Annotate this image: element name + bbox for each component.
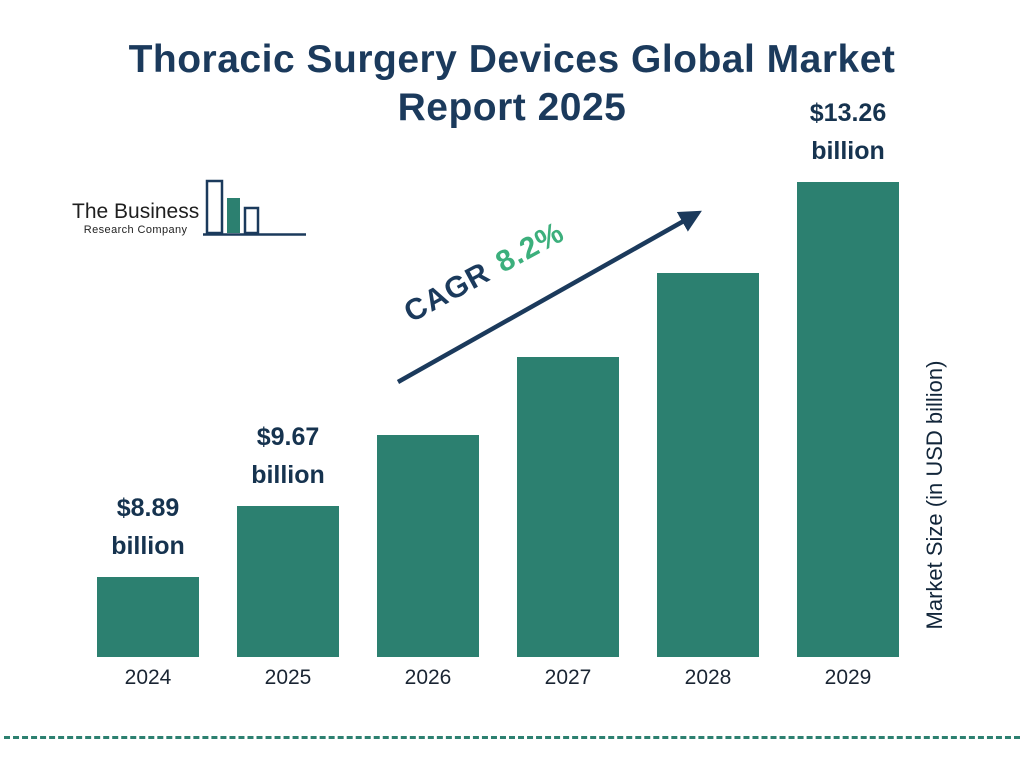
bar-2025: [237, 506, 339, 657]
bar-2029: [797, 182, 899, 657]
bar-column-2029: $13.26 billion 2029: [778, 79, 918, 699]
company-logo: The Business Research Company: [72, 178, 308, 242]
bar-column-2026: 2026: [358, 79, 498, 699]
company-subname: Research Company: [83, 224, 188, 236]
x-axis-tick-2027: 2027: [544, 666, 592, 689]
value-unit: billion: [811, 137, 885, 165]
x-axis-tick-2028: 2028: [684, 666, 732, 689]
bar-column-2028: 2028: [638, 79, 778, 699]
x-axis-tick-2024: 2024: [124, 666, 172, 689]
value-unit: billion: [111, 532, 185, 560]
x-axis-tick-2029: 2029: [824, 666, 872, 689]
bar-2024: [97, 577, 199, 657]
value-unit: billion: [251, 461, 325, 489]
bar-column-2027: 2027: [498, 79, 638, 699]
bar-2027: [517, 357, 619, 657]
value-label-2025: $9.67 billion: [251, 418, 325, 494]
x-axis-tick-2025: 2025: [264, 666, 312, 689]
x-axis-tick-2026: 2026: [404, 666, 452, 689]
bar-column-2025: $9.67 billion 2025: [218, 79, 358, 699]
value-label-2024: $8.89 billion: [111, 489, 185, 565]
value-label-2029: $13.26 billion: [810, 94, 886, 170]
value-amount: $9.67: [256, 423, 320, 451]
page-title-line1: Thoracic Surgery Devices Global Market: [128, 38, 896, 81]
bottom-dashed-divider: [4, 736, 1020, 739]
bar-chart: $8.89 billion 2024 $9.67 billion 2025 2026 2027…: [78, 79, 918, 699]
value-amount: $13.26: [809, 99, 887, 127]
bar-chart-logo-icon: [203, 178, 308, 242]
value-amount: $8.89: [116, 494, 180, 522]
bar-2028: [657, 273, 759, 657]
company-name: The Business: [72, 200, 200, 223]
page-title: Thoracic Surgery Devices Global Market R…: [62, 36, 962, 132]
page-title-line2: Report 2025: [397, 86, 627, 129]
bar-column-2024: $8.89 billion 2024: [78, 79, 218, 699]
y-axis-label: Market Size (in USD billion): [922, 360, 947, 630]
bar-2026: [377, 435, 479, 657]
company-logo-text: The Business Research Company: [72, 200, 199, 242]
